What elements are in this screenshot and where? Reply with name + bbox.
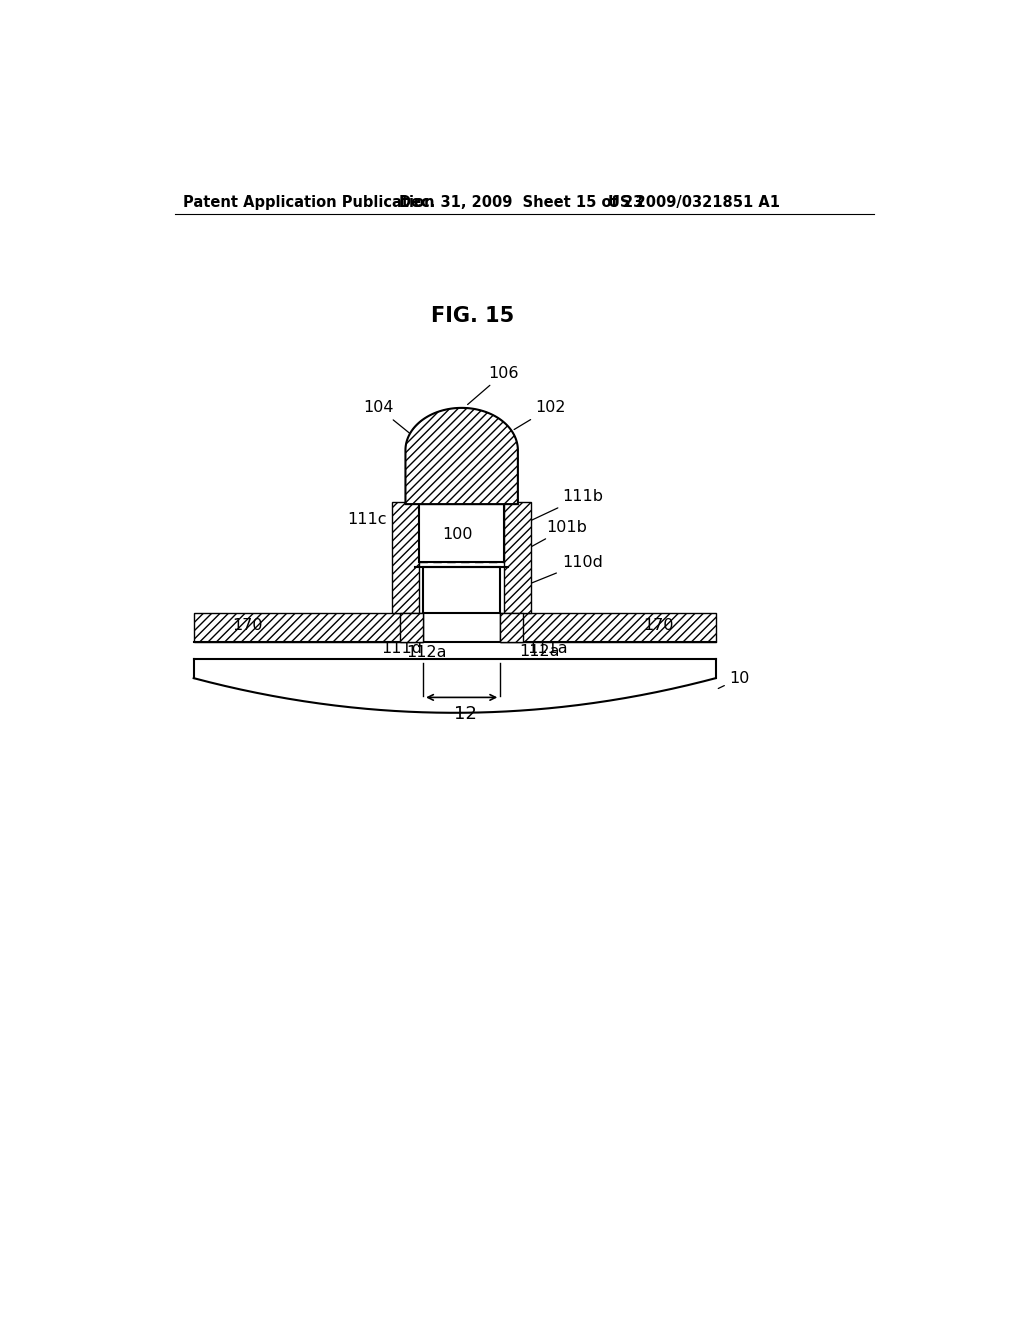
Bar [500, 612, 523, 642]
Text: 112a: 112a [407, 622, 446, 660]
Bar [400, 612, 423, 642]
Polygon shape [406, 408, 518, 504]
Text: 111b: 111b [527, 488, 603, 523]
Text: 102: 102 [514, 400, 565, 429]
Text: FIG. 15: FIG. 15 [431, 306, 514, 326]
Bar [504, 502, 531, 612]
Text: 112a: 112a [508, 620, 560, 659]
Bar [419, 504, 504, 562]
Bar [500, 612, 716, 642]
Text: 106: 106 [468, 366, 519, 404]
Text: US 2009/0321851 A1: US 2009/0321851 A1 [608, 195, 780, 210]
Text: 111a: 111a [519, 632, 567, 656]
Text: Patent Application Publication: Patent Application Publication [183, 195, 434, 210]
Text: 101b: 101b [509, 520, 587, 558]
Bar [194, 612, 423, 642]
Bar [392, 502, 419, 612]
Text: 12: 12 [454, 705, 477, 723]
Text: Dec. 31, 2009  Sheet 15 of 23: Dec. 31, 2009 Sheet 15 of 23 [398, 195, 643, 210]
Text: 170: 170 [232, 618, 263, 634]
Bar [423, 566, 500, 612]
Text: 110d: 110d [527, 556, 603, 585]
Text: 10: 10 [718, 671, 750, 689]
Text: 100: 100 [442, 528, 473, 543]
Text: 104: 104 [364, 400, 410, 433]
Text: 111d: 111d [381, 634, 422, 656]
Text: 170: 170 [643, 618, 673, 634]
Text: 111c: 111c [348, 512, 397, 527]
